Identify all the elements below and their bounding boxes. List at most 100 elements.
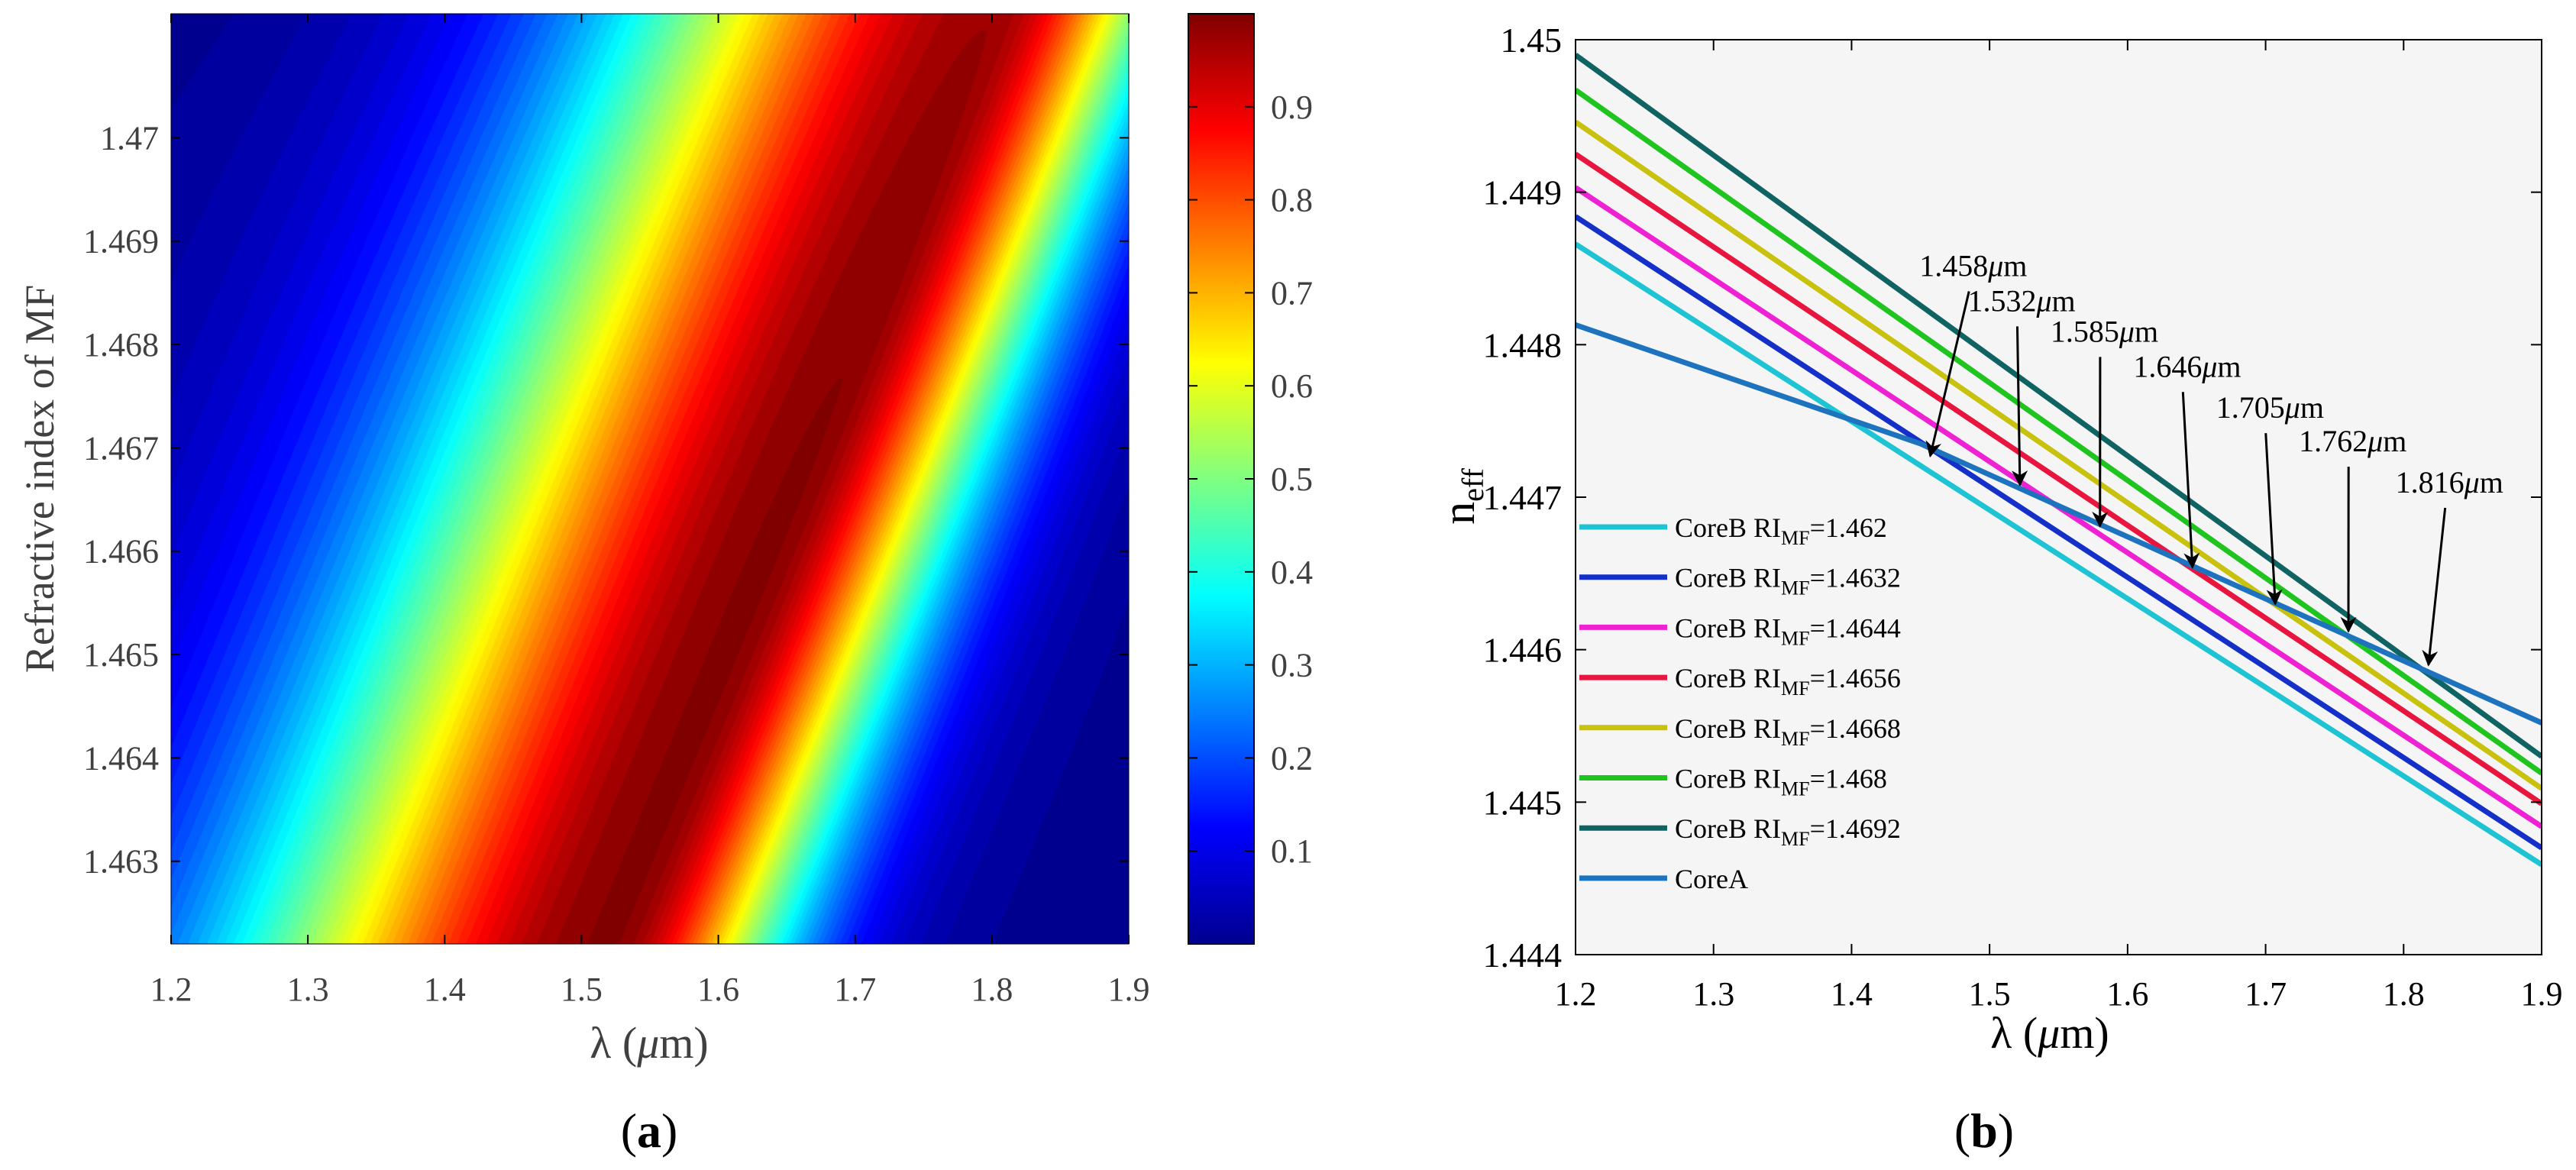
y-tick-label-b: 1.446 xyxy=(1483,631,1563,670)
legend-value: =1.462 xyxy=(1810,512,1887,543)
colorbar-tick-label: 0.3 xyxy=(1271,647,1313,684)
legend-sub: MF xyxy=(1781,627,1810,649)
legend-entry: CoreB RIMF=1.4644 xyxy=(1675,612,1901,649)
annotation-label: 1.816μm xyxy=(2396,465,2503,499)
annotation-value: 1.532 xyxy=(1967,283,2036,318)
annotation-value: 1.458 xyxy=(1919,248,1988,283)
y-tick-label-a: 1.467 xyxy=(83,429,159,467)
y-tick-label-b: 1.45 xyxy=(1501,21,1563,60)
annotation-unit: μ xyxy=(1987,248,2003,283)
x-tick-label-a: 1.4 xyxy=(424,971,466,1008)
annotation-arrow xyxy=(1925,291,1970,458)
legend-name: CoreA xyxy=(1675,864,1748,894)
x-tick-label-a: 1.9 xyxy=(1108,971,1150,1008)
annotation-arrow xyxy=(2264,433,2283,606)
annotation-unit-rest: m xyxy=(2480,465,2503,499)
annotation-unit: μ xyxy=(2284,390,2300,425)
x-axis-label-b: λ (μm) xyxy=(1990,1008,2109,1058)
legend-name: CoreB RI xyxy=(1675,813,1781,844)
legend-sub: MF xyxy=(1781,728,1810,750)
legend-name: CoreB RI xyxy=(1675,563,1781,593)
annotation-label: 1.532μm xyxy=(1967,283,2075,318)
colorbar-ticks: 0.1 0.2 0.3 0.4 0.5 0.6 0.7 0.8 0.9 xyxy=(1188,89,1313,870)
annotation-label: 1.458μm xyxy=(1919,248,2027,283)
y-tick-label-a: 1.464 xyxy=(83,739,159,777)
y-tick-label-b: 1.445 xyxy=(1483,783,1563,822)
legend-entry: CoreB RIMF=1.4632 xyxy=(1675,563,1901,600)
heatmap-canvas xyxy=(171,14,1129,944)
colorbar-tick-label: 0.1 xyxy=(1271,832,1313,870)
annotation-arrow xyxy=(2181,392,2200,569)
y-tick-label-a: 1.463 xyxy=(83,843,159,881)
annotation-label: 1.705μm xyxy=(2216,390,2324,425)
colorbar-tick-label: 0.2 xyxy=(1271,739,1313,777)
panel-label-b: (b) xyxy=(1954,1104,2014,1158)
panel-b: 1.2 1.3 1.4 1.5 1.6 1.7 1.8 1.9 1.444 1.445 1.446 1… xyxy=(1433,21,2563,1158)
y-tick-label-a: 1.47 xyxy=(100,119,159,157)
x-tick-label-b: 1.3 xyxy=(1692,975,1734,1013)
legend-sub: MF xyxy=(1781,527,1810,549)
x-tick-label-a: 1.3 xyxy=(287,971,329,1008)
legend-name: CoreB RI xyxy=(1675,713,1781,744)
legend-sub: MF xyxy=(1781,828,1810,850)
colorbar: 0.1 0.2 0.3 0.4 0.5 0.6 0.7 0.8 0.9 xyxy=(1188,13,1313,945)
annotations: 1.458μm1.532μm1.585μm1.646μm1.705μm1.762… xyxy=(1919,248,2503,667)
annotation-unit-rest: m xyxy=(2217,349,2241,383)
axes-b: 1.2 1.3 1.4 1.5 1.6 1.7 1.8 1.9 1.444 1.445 1.446 1… xyxy=(1483,21,2563,1013)
y-tick-label-a: 1.465 xyxy=(83,636,159,674)
x-tick-label-b: 1.6 xyxy=(2106,975,2148,1013)
colorbar-tick-label: 0.4 xyxy=(1271,554,1313,591)
x-tick-label-a: 1.8 xyxy=(971,971,1013,1008)
annotation-unit-rest: m xyxy=(2383,424,2406,458)
y-axis-label-b: neff xyxy=(1433,467,1490,524)
legend-value: =1.4692 xyxy=(1810,813,1901,844)
panel-a: 1.2 1.3 1.4 1.5 1.6 1.7 1.8 1.9 1.463 1.464 1.465 1… xyxy=(17,13,1313,1158)
annotation-unit-rest: m xyxy=(2003,248,2027,283)
colorbar-tick-label: 0.5 xyxy=(1271,461,1313,498)
series-line-8 xyxy=(1576,322,2542,726)
legend-entry: CoreA xyxy=(1675,864,1748,894)
series-lines xyxy=(1576,53,2542,868)
x-axis-label-a: λ (μm) xyxy=(590,1018,709,1068)
annotation-arrow xyxy=(2012,326,2028,487)
legend-value: =1.4668 xyxy=(1810,713,1901,744)
annotation-unit-rest: m xyxy=(2135,314,2158,348)
annotation-label: 1.762μm xyxy=(2299,424,2406,458)
legend-name: CoreB RI xyxy=(1675,764,1781,794)
colorbar-tick-label: 0.9 xyxy=(1271,89,1313,126)
legend-entry: CoreB RIMF=1.468 xyxy=(1675,764,1887,800)
heatmap-frame xyxy=(170,13,1130,945)
colorbar-tick-label: 0.6 xyxy=(1271,367,1313,405)
y-tick-label-b: 1.444 xyxy=(1483,936,1563,974)
y-tick-label-b: 1.447 xyxy=(1483,478,1563,517)
annotation-unit-rest: m xyxy=(2052,283,2076,318)
y-axis-label-b-main: n xyxy=(1433,502,1484,525)
annotation-unit-rest: m xyxy=(2300,390,2324,425)
legend-entry: CoreB RIMF=1.4692 xyxy=(1675,813,1901,850)
x-tick-label-b: 1.8 xyxy=(2383,975,2425,1013)
y-tick-label-b: 1.448 xyxy=(1483,325,1563,364)
x-tick-label-b: 1.5 xyxy=(1969,975,2011,1013)
colorbar-tick-label: 0.8 xyxy=(1271,182,1313,219)
panel-label-a: (a) xyxy=(621,1104,678,1158)
y-axis-label-b-sub: eff xyxy=(1456,467,1490,501)
annotation-unit: μ xyxy=(2367,424,2383,458)
legend-sub: MF xyxy=(1781,677,1810,700)
x-tick-label-a: 1.7 xyxy=(834,971,876,1008)
annotation-value: 1.705 xyxy=(2216,390,2285,425)
legend-value: =1.468 xyxy=(1810,764,1887,794)
x-tick-label-b: 1.7 xyxy=(2245,975,2287,1013)
annotation-label: 1.585μm xyxy=(2051,314,2158,348)
legend-name: CoreB RI xyxy=(1675,612,1781,643)
series-line-4 xyxy=(1576,151,2542,806)
x-tick-label-b: 1.2 xyxy=(1555,975,1597,1013)
legend-value: =1.4656 xyxy=(1810,663,1901,693)
x-tick-label-a: 1.6 xyxy=(697,971,739,1008)
series-line-5 xyxy=(1576,119,2542,791)
heatmap xyxy=(171,14,1129,944)
legend-value: =1.4632 xyxy=(1810,563,1901,593)
y-tick-label-a: 1.466 xyxy=(83,533,159,570)
legend-name: CoreB RI xyxy=(1675,663,1781,693)
